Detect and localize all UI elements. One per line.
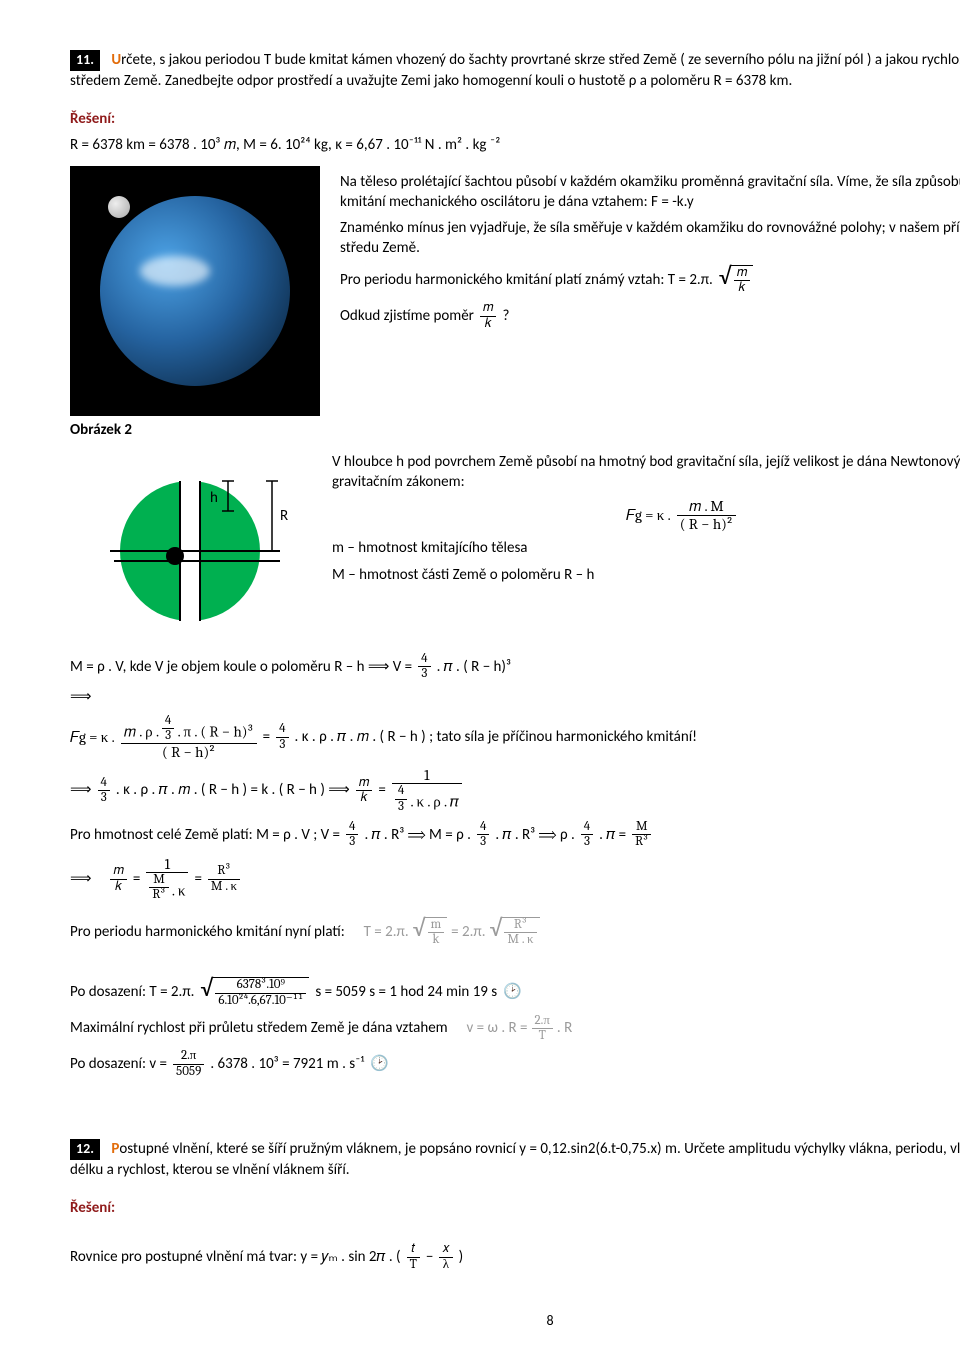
problem-12-text: 12. Postupné vlnění, které se šíří pružn… <box>70 1139 960 1180</box>
para-ratio-question: Odkud zjistíme poměr 𝑚𝑘 ? <box>340 301 960 331</box>
problem-11-text: 11. Určete, s jakou periodou T bude kmit… <box>70 50 960 91</box>
v-substitution: Po dosazení: v = 2.π5059 . 6378 . 10³ = … <box>70 1049 960 1079</box>
wave-equation-line: Rovnice pro postupné vlnění má tvar: y =… <box>70 1242 960 1272</box>
problem12-body: ostupné vlnění, které se šíří pružným vl… <box>70 1140 960 1179</box>
explanation-column: Na těleso prolétající šachtou působí v k… <box>340 166 960 440</box>
problem-number-11: 11. <box>70 50 100 71</box>
para-period-relation: Pro periodu harmonického kmitání platí z… <box>340 265 960 296</box>
depth-intro: V hloubce h pod povrchem Země působí na … <box>332 452 960 493</box>
earth-image-column: Obrázek 2 <box>70 166 320 440</box>
volume-line: M = ρ . V, kde V je objem koule o polomě… <box>70 652 960 682</box>
para-gravitational: Na těleso prolétající šachtou působí v k… <box>340 172 960 213</box>
clock-icon-2: 🕑 <box>370 1054 389 1074</box>
fg-equation: 𝐹g = κ . 𝑚 . M ( R − h)² <box>332 498 960 532</box>
gray-period-eq: T = 2.π. √ mk = 2.π. √ R³M . κ <box>364 917 540 948</box>
para-sign: Znaménko mínus jen vyjadřuje, že síla sm… <box>340 218 960 259</box>
mk-final: ⟹ 𝑚𝑘 = 1 MR³ . κ = R³M . κ <box>70 856 960 903</box>
period-final-line: Pro periodu harmonického kmitání nyní pl… <box>70 917 960 948</box>
p4-pre: Odkud zjistíme poměr <box>340 306 474 326</box>
reseni-label-12: Řešení: <box>70 1198 960 1218</box>
earth-moon-illustration <box>70 166 320 416</box>
figure-caption: Obrázek 2 <box>70 420 320 440</box>
depth-text-column: V hloubce h pod povrchem Země působí na … <box>332 446 960 646</box>
mass-whole-earth: Pro hmotnost celé Země platí: M = ρ . V … <box>70 820 960 850</box>
m-def: m – hmotnost kmitajícího tělesa <box>332 538 960 558</box>
gray-v-eq: v = ω . R = 2.πT . R <box>466 1014 572 1044</box>
arrow-1: ⟹ <box>70 687 960 707</box>
reseni-label-11: Řešení: <box>70 109 960 129</box>
mk-derivation: ⟹ 43 . κ . ρ . 𝜋 . 𝑚 . ( R − h ) = k . (… <box>70 767 960 814</box>
problem-number-12: 12. <box>70 1139 100 1160</box>
p4-q: ? <box>502 306 509 326</box>
given-values: R = 6378 km = 6378 . 10³ 𝑚, M = 6. 10²⁴ … <box>70 135 960 155</box>
problem11-first-letter: U <box>111 51 121 69</box>
T-substitution: Po dosazení: T = 2.π. √ 6378³.10⁹6.10²⁴.… <box>70 977 960 1008</box>
label-R: R <box>280 506 288 526</box>
vmax-line: Maximální rychlost při průletu středem Z… <box>70 1014 960 1044</box>
M-def: M – hmotnost části Země o poloměru R – h <box>332 565 960 585</box>
clock-icon: 🕑 <box>503 982 522 1002</box>
page-number: 8 <box>70 1312 960 1331</box>
p3-pre: Pro periodu harmonického kmitání platí z… <box>340 270 713 290</box>
fg-expanded: 𝐹g = κ . 𝑚 . ρ . 43 . π . ( R − h)³ ( R … <box>70 714 960 761</box>
label-h: h <box>210 488 218 508</box>
problem11-body: rčete, s jakou periodou T bude kmitat ká… <box>70 51 960 90</box>
depth-diagram-wrap: h R <box>70 446 310 646</box>
